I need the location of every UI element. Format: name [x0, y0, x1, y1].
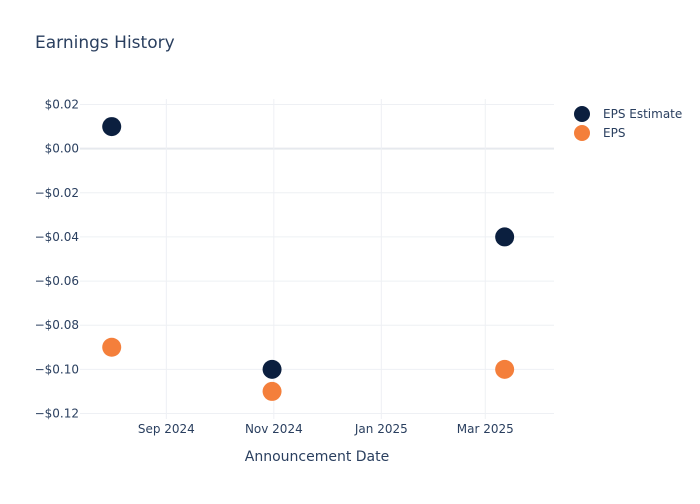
y-tick-label: $0.02 — [45, 98, 79, 112]
y-tick-label: −$0.12 — [35, 406, 79, 420]
y-tick-label: −$0.08 — [35, 318, 79, 332]
eps-estimate-point[interactable] — [102, 117, 122, 137]
y-tick-label: −$0.06 — [35, 274, 79, 288]
x-tick-label: Mar 2025 — [457, 422, 514, 436]
y-tick-label: $0.00 — [45, 142, 79, 156]
y-tick-label: −$0.04 — [35, 230, 79, 244]
legend-label: EPS — [603, 125, 626, 140]
axis-ticks: $0.02 $0.00 −$0.02 −$0.04 −$0.06 −$0.08 −$0.10… — [35, 98, 514, 436]
y-tick-label: −$0.10 — [35, 362, 79, 376]
eps-point[interactable] — [102, 337, 122, 357]
y-tick-label: −$0.02 — [35, 186, 79, 200]
eps-estimate-point[interactable] — [495, 227, 515, 247]
chart-title: Earnings History — [35, 33, 175, 53]
x-axis-label: Announcement Date — [245, 449, 389, 465]
legend-marker-icon — [574, 105, 590, 122]
x-tick-label: Nov 2024 — [245, 422, 303, 436]
legend: EPS Estimate EPS — [574, 104, 682, 142]
legend-item-eps[interactable]: EPS — [574, 123, 682, 142]
eps-estimate-point[interactable] — [262, 359, 282, 379]
legend-item-eps-estimate[interactable]: EPS Estimate — [574, 104, 682, 123]
legend-marker-icon — [574, 124, 590, 141]
x-tick-label: Sep 2024 — [138, 422, 195, 436]
data-points — [102, 117, 515, 401]
x-tick-label: Jan 2025 — [354, 422, 408, 436]
eps-point[interactable] — [495, 359, 515, 379]
legend-label: EPS Estimate — [603, 106, 683, 121]
eps-point[interactable] — [262, 381, 282, 401]
grid-lines — [80, 99, 554, 419]
